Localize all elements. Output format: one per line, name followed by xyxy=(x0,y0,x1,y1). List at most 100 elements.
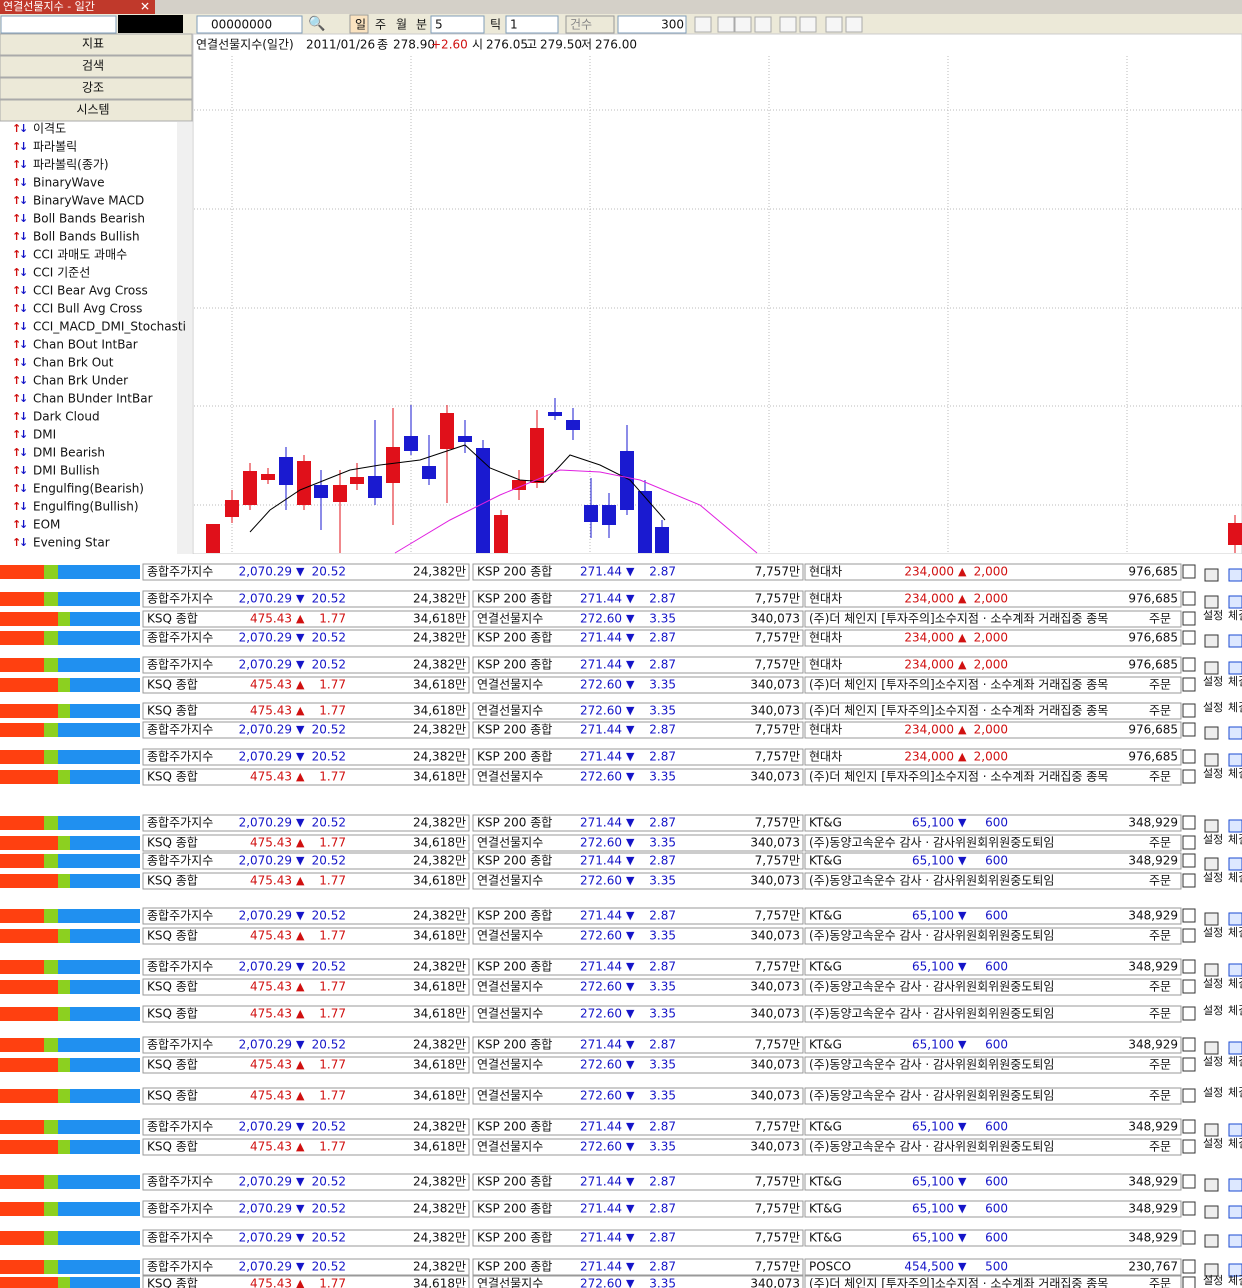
minute-box[interactable] xyxy=(430,15,485,34)
order-button[interactable]: 주문 xyxy=(1149,1058,1171,1072)
fill-button[interactable]: 체결 xyxy=(1228,833,1242,846)
row-icon[interactable] xyxy=(1182,1174,1196,1189)
indicator-item[interactable]: 파라볼릭 xyxy=(33,140,77,154)
search-icon[interactable]: 🔍 xyxy=(308,14,325,32)
fill-button[interactable]: 체결 xyxy=(1228,1137,1242,1150)
settings-button[interactable]: 설정 xyxy=(1203,833,1223,846)
search-box[interactable] xyxy=(0,15,117,34)
news-headline[interactable]: (주)더 체인지 [투자주의]소수지점 · 소수계좌 거래집중 종목 xyxy=(809,770,1108,784)
panel-tab[interactable] xyxy=(0,99,193,122)
indicator-item[interactable]: BinaryWave xyxy=(33,176,105,190)
panel-tab-label[interactable]: 강조 xyxy=(82,81,104,95)
settings-button[interactable]: 설정 xyxy=(1203,1137,1223,1150)
row-icon[interactable] xyxy=(1228,1234,1242,1248)
tick-input[interactable]: 1 xyxy=(510,18,518,32)
row-icon[interactable] xyxy=(1204,819,1219,833)
row-icon[interactable] xyxy=(1228,634,1242,648)
period-button[interactable]: 일 xyxy=(355,18,366,32)
row-icon[interactable] xyxy=(1228,753,1242,767)
order-button[interactable]: 주문 xyxy=(1149,612,1171,626)
settings-button[interactable]: 설정 xyxy=(1203,1274,1223,1287)
row-icon[interactable] xyxy=(1182,1259,1196,1274)
indicator-item[interactable]: Evening Star xyxy=(33,536,110,550)
row-icon[interactable] xyxy=(1228,726,1242,740)
minute-input[interactable]: 5 xyxy=(435,18,443,32)
indicator-item[interactable]: DMI Bullish xyxy=(33,464,100,478)
news-headline[interactable]: (주)동양고속운수 감사 · 감사위원회위원중도퇴임 xyxy=(809,874,1054,888)
news-headline[interactable]: (주)동양고속운수 감사 · 감사위원회위원중도퇴임 xyxy=(809,1058,1054,1072)
indicator-item[interactable]: 파라볼릭(종가) xyxy=(33,158,109,172)
tick-box[interactable] xyxy=(505,15,559,34)
row-icon[interactable] xyxy=(1182,815,1196,830)
row-icon[interactable] xyxy=(1204,726,1219,740)
row-icon[interactable] xyxy=(1182,630,1196,645)
settings-button[interactable]: 설정 xyxy=(1203,926,1223,939)
order-button[interactable]: 주문 xyxy=(1149,836,1171,850)
row-icon[interactable] xyxy=(1182,564,1196,579)
row-icon[interactable] xyxy=(1182,853,1196,868)
indicator-item[interactable]: Dark Cloud xyxy=(33,410,100,424)
order-button[interactable]: 주문 xyxy=(1149,980,1171,994)
fill-button[interactable]: 체결 xyxy=(1228,701,1242,714)
news-headline[interactable]: (주)동양고속운수 감사 · 감사위원회위원중도퇴임 xyxy=(809,929,1054,943)
row-icon[interactable] xyxy=(1204,963,1219,977)
row-icon[interactable] xyxy=(1228,661,1242,675)
row-icon[interactable] xyxy=(1228,1178,1242,1192)
row-icon[interactable] xyxy=(1182,611,1196,626)
row-icon[interactable] xyxy=(1182,959,1196,974)
fill-button[interactable]: 체결 xyxy=(1228,926,1242,939)
row-icon[interactable] xyxy=(1182,1057,1196,1072)
scrollbar[interactable] xyxy=(177,122,192,554)
settings-button[interactable]: 설정 xyxy=(1203,871,1223,884)
order-button[interactable]: 주문 xyxy=(1149,770,1171,784)
indicator-item[interactable]: DMI xyxy=(33,428,56,442)
settings-button[interactable]: 설정 xyxy=(1203,1086,1223,1099)
row-icon[interactable] xyxy=(1204,1178,1219,1192)
indicator-item[interactable]: Chan BUnder IntBar xyxy=(33,392,153,406)
row-icon[interactable] xyxy=(1182,1006,1196,1021)
indicator-item[interactable]: 이격도 xyxy=(33,122,66,136)
row-icon[interactable] xyxy=(1204,912,1219,926)
indicator-item[interactable]: DMI Bearish xyxy=(33,446,105,460)
row-icon[interactable] xyxy=(1228,912,1242,926)
row-icon[interactable] xyxy=(1182,657,1196,672)
count-box[interactable] xyxy=(617,15,687,34)
panel-tab-label[interactable]: 시스템 xyxy=(76,103,109,117)
row-icon[interactable] xyxy=(1204,1263,1219,1277)
fill-button[interactable]: 체결 xyxy=(1228,1086,1242,1099)
row-icon[interactable] xyxy=(1204,595,1219,609)
order-button[interactable]: 주문 xyxy=(1149,678,1171,692)
period-button[interactable]: 주 xyxy=(375,18,386,32)
indicator-item[interactable]: CCI 과매도 과매수 xyxy=(33,248,127,262)
code-box[interactable] xyxy=(196,15,303,34)
indicator-item[interactable]: Chan Brk Out xyxy=(33,356,114,370)
settings-button[interactable]: 설정 xyxy=(1203,1055,1223,1068)
fill-button[interactable]: 체결 xyxy=(1228,871,1242,884)
news-headline[interactable]: (주)동양고속운수 감사 · 감사위원회위원중도퇴임 xyxy=(809,836,1054,850)
news-headline[interactable]: (주)더 체인지 [투자주의]소수지점 · 소수계좌 거래집중 종목 xyxy=(809,678,1108,692)
settings-button[interactable]: 설정 xyxy=(1203,767,1223,780)
order-button[interactable]: 주문 xyxy=(1149,1007,1171,1021)
row-icon[interactable] xyxy=(1204,857,1219,871)
row-icon[interactable] xyxy=(1182,1119,1196,1134)
indicator-item[interactable]: CCI Bear Avg Cross xyxy=(33,284,148,298)
row-icon[interactable] xyxy=(1182,703,1196,718)
row-icon[interactable] xyxy=(1204,1041,1219,1055)
row-icon[interactable] xyxy=(1182,749,1196,764)
row-icon[interactable] xyxy=(1228,963,1242,977)
order-button[interactable]: 주문 xyxy=(1149,874,1171,888)
indicator-item[interactable]: Chan BOut IntBar xyxy=(33,338,138,352)
news-headline[interactable]: (주)더 체인지 [투자주의]소수지점 · 소수계좌 거래집중 종목 xyxy=(809,1277,1108,1288)
settings-button[interactable]: 설정 xyxy=(1203,609,1223,622)
fill-button[interactable]: 체결 xyxy=(1228,767,1242,780)
panel-tab[interactable] xyxy=(0,77,193,100)
window-tab[interactable] xyxy=(0,0,155,14)
row-icon[interactable] xyxy=(1228,568,1242,582)
panel-tab-label[interactable]: 지표 xyxy=(82,37,104,51)
fill-button[interactable]: 체결 xyxy=(1228,1055,1242,1068)
indicator-item[interactable]: Engulfing(Bullish) xyxy=(33,500,139,514)
indicator-item[interactable]: CCI Bull Avg Cross xyxy=(33,302,142,316)
row-icon[interactable] xyxy=(1204,753,1219,767)
count-select[interactable] xyxy=(565,15,615,34)
order-button[interactable]: 주문 xyxy=(1149,929,1171,943)
